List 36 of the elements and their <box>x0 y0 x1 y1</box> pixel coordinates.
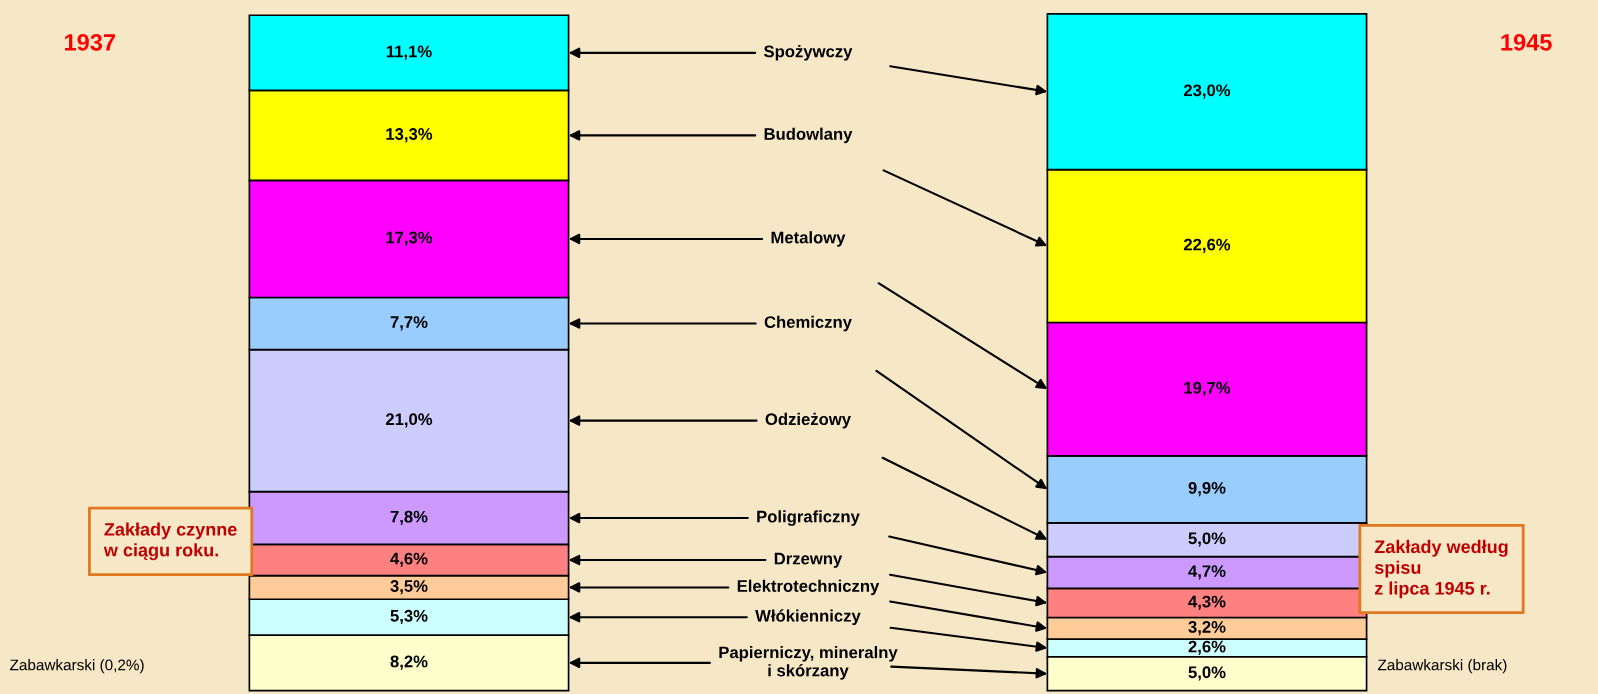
data-label: 22,6% <box>1183 238 1231 253</box>
text: Papierniczy, mineralny i skórzany <box>719 646 898 680</box>
data-label: 5,0% <box>1188 666 1226 681</box>
data-label: 4,3% <box>1188 595 1226 610</box>
data-label: 9,9% <box>1188 481 1226 497</box>
data-label: 11,1% <box>386 45 432 60</box>
x-tick-label: 1945 <box>1501 34 1552 51</box>
text: Budowlany <box>764 127 853 144</box>
text: Odzieżowy <box>765 412 851 429</box>
data-label: 5,0% <box>1188 532 1226 547</box>
x-tick-label: 1937 <box>65 34 115 51</box>
text: Metalowy <box>771 231 846 247</box>
data-label: 8,2% <box>390 655 428 670</box>
data-label: 5,3% <box>390 609 428 625</box>
text: Spożywczy <box>764 45 853 61</box>
text: Poligraficzny <box>757 510 860 526</box>
data-label: 13,3% <box>386 128 433 143</box>
annotation: Zakłady według spisu z lipca 1945 r. <box>1374 539 1508 599</box>
data-label: 4,7% <box>1188 565 1226 580</box>
data-label: 17,3% <box>386 231 433 246</box>
data-label: 2,6% <box>1188 640 1226 655</box>
data-label: 21,0% <box>385 413 433 428</box>
annotation: Zabawkarski (brak) <box>1377 659 1507 674</box>
data-label: 23,0% <box>1183 84 1231 99</box>
data-label: 19,7% <box>1184 381 1231 397</box>
annotation: Zakłady czynne w ciągu roku. <box>103 522 237 561</box>
text: Włókienniczy <box>755 609 861 626</box>
text: Chemiczny <box>764 315 852 332</box>
text: Drzewny <box>774 552 843 568</box>
data-label: 7,7% <box>390 316 428 331</box>
annotation: Zabawkarski (0,2%) <box>10 659 144 674</box>
data-label: 3,5% <box>390 580 428 595</box>
data-label: 3,2% <box>1188 621 1226 636</box>
data-label: 4,6% <box>390 552 428 567</box>
data-label: 7,8% <box>390 510 428 525</box>
text: Elektrotechniczny <box>737 579 880 596</box>
